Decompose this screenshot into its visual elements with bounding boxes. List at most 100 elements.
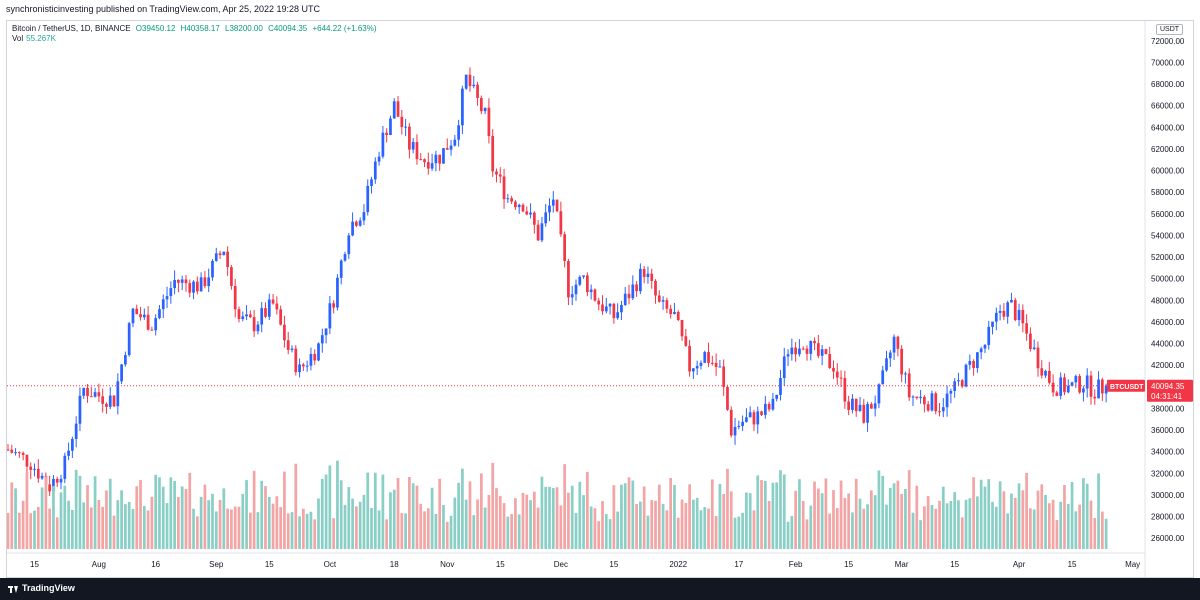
volume-bar — [370, 507, 373, 549]
volume-bar — [570, 485, 574, 549]
volume-bar — [33, 510, 36, 549]
x-tick-label: 17 — [734, 560, 743, 569]
candle-body — [165, 296, 169, 300]
change-value: +644.22 (+1.63%) — [312, 24, 377, 33]
candle-body — [1006, 302, 1010, 317]
volume-bar — [881, 475, 885, 549]
volume-bar — [665, 510, 669, 549]
y-tick-label: 52000.00 — [1151, 253, 1185, 262]
tradingview-brand[interactable]: TradingView — [22, 583, 75, 593]
candle-body — [729, 409, 733, 436]
x-tick-label: 15 — [1068, 560, 1077, 569]
candle-body — [1063, 377, 1066, 393]
candle-body — [279, 309, 283, 325]
volume-bar — [10, 482, 14, 549]
candle-body — [1097, 379, 1100, 399]
volume-bar — [722, 494, 726, 549]
candle-body — [267, 299, 271, 317]
candle-body — [578, 276, 582, 285]
price-tag-countdown: 04:31:41 — [1151, 392, 1183, 401]
candle-body — [351, 221, 354, 236]
candle-body — [286, 340, 290, 350]
volume-bar — [960, 517, 964, 549]
candle-body — [673, 311, 676, 315]
candle-body — [457, 125, 460, 140]
volume-bar — [745, 492, 748, 549]
candle-body — [654, 280, 657, 296]
candle-body — [396, 101, 400, 117]
volume-bar — [146, 510, 150, 549]
candle-body — [790, 347, 794, 355]
volume-bar — [877, 470, 881, 549]
candle-body — [881, 370, 885, 385]
candle-body — [987, 326, 991, 345]
symbol-tag-label: BTCUSDT — [1110, 384, 1144, 391]
volume-bar — [987, 479, 991, 549]
volume-bar — [608, 519, 612, 549]
candle-body — [116, 381, 120, 407]
volume-bar — [483, 507, 487, 549]
candle-body — [763, 403, 767, 415]
y-tick-label: 34000.00 — [1151, 448, 1185, 457]
volume-bar — [983, 486, 987, 549]
candle-body — [559, 211, 563, 235]
candle-body — [642, 268, 646, 278]
volume-bar — [684, 503, 688, 549]
candle-body — [332, 303, 336, 308]
price-chart[interactable]: 26000.00 28000.00 30000.00 32000.00 34000.00… — [7, 21, 1193, 577]
candle-body — [532, 212, 536, 225]
candle-body — [612, 303, 616, 319]
volume-bar — [207, 500, 211, 549]
volume-bar — [585, 471, 589, 549]
volume-bar — [1032, 509, 1036, 549]
volume-bar — [741, 512, 744, 549]
volume-bar — [74, 469, 78, 549]
volume-bar — [790, 516, 794, 549]
candle-body — [97, 392, 101, 397]
candle-body — [491, 136, 495, 172]
volume-bar — [230, 509, 233, 549]
candle-body — [218, 253, 222, 256]
candle-body — [358, 220, 362, 226]
volume-bar — [612, 485, 616, 549]
candle-body — [635, 284, 638, 292]
volume-bar — [442, 505, 445, 549]
volume-bar — [48, 508, 52, 549]
x-tick-label: Sep — [209, 560, 224, 569]
candle-body — [650, 273, 654, 281]
candle-body — [78, 395, 82, 424]
candle-body — [608, 303, 612, 307]
volume-bar — [373, 472, 377, 549]
candle-body — [423, 159, 426, 163]
x-tick-label: May — [1125, 560, 1140, 569]
volume-bar — [1100, 511, 1104, 549]
volume-bar — [195, 516, 199, 549]
volume-bar — [44, 476, 48, 549]
y-tick-label: 44000.00 — [1151, 340, 1185, 349]
candle-body — [699, 362, 703, 366]
volume-bar — [385, 519, 389, 549]
candle-body — [294, 348, 298, 373]
low-value: L38200.00 — [225, 24, 263, 33]
volume-bar — [994, 506, 998, 549]
volume-bar — [631, 480, 635, 549]
candle-body — [52, 478, 55, 492]
volume-bar — [642, 486, 646, 549]
volume-bar — [339, 480, 343, 549]
volume-bar — [506, 516, 510, 549]
volume-bar — [907, 470, 911, 549]
candle-body — [1055, 392, 1059, 396]
volume-bar — [332, 518, 336, 549]
candle-body — [498, 174, 502, 177]
volume-bar — [680, 499, 684, 549]
candle-body — [298, 364, 301, 373]
currency-badge[interactable]: USDT — [1156, 24, 1184, 35]
candle-body — [1082, 388, 1085, 393]
candle-body — [514, 201, 517, 208]
candle-body — [1085, 375, 1089, 389]
candle-body — [71, 438, 74, 451]
volume-bar — [286, 513, 290, 549]
x-tick-label: Mar — [895, 560, 909, 569]
candle-body — [979, 348, 983, 353]
candle-body — [464, 74, 468, 89]
